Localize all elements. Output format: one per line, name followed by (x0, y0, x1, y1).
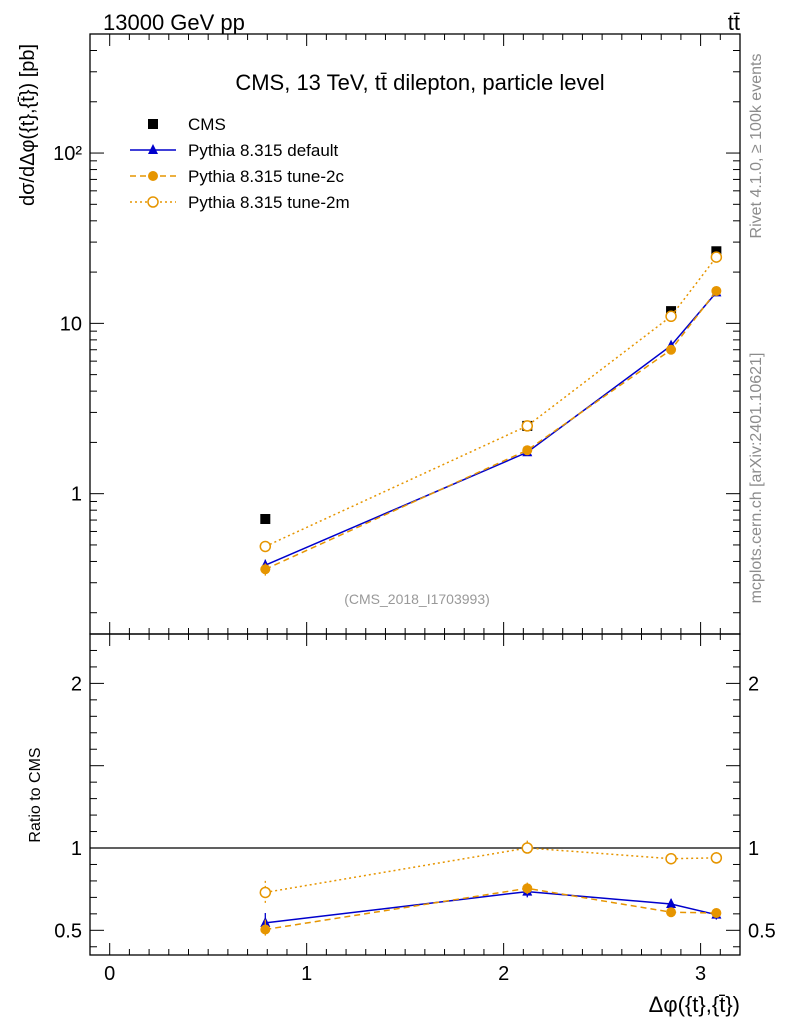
data-point (147, 196, 159, 208)
data-point (259, 540, 272, 553)
data-point (260, 514, 271, 525)
main-title: CMS, 13 TeV, tt̄ dilepton, particle leve… (235, 70, 604, 95)
main-series-line (264, 256, 717, 548)
mcplots-side-label: mcplots.cern.ch [arXiv:2401.10621] (748, 353, 765, 604)
data-point (521, 420, 534, 432)
data-point (260, 564, 271, 575)
data-point (666, 344, 677, 355)
data-point (148, 144, 158, 154)
ratio-y-tick-label: 1 (71, 838, 82, 860)
x-tick-label: 2 (498, 963, 509, 985)
x-tick-label: 1 (301, 963, 312, 985)
ratio-series-line (265, 887, 717, 931)
data-point (710, 251, 723, 263)
legend-label: Pythia 8.315 default (188, 141, 339, 160)
ratio-plot-frame (89, 633, 741, 956)
data-point (522, 883, 533, 894)
ratio-series-line (265, 847, 717, 894)
main-series-line (265, 291, 717, 566)
legend-label: Pythia 8.315 tune-2m (188, 193, 350, 212)
ratio-series-line (265, 890, 717, 924)
y-tick-label: 10 (60, 313, 82, 335)
data-point (148, 119, 158, 129)
main-y-axis-label: dσ/dΔφ({t},{t̄}) [pb] (17, 44, 39, 206)
data-point (521, 842, 534, 854)
ratio-y-axis-label: Ratio to CMS (27, 747, 44, 842)
ratio-y-tick-label-right: 2 (748, 673, 759, 695)
data-point (666, 897, 677, 908)
data-point (711, 285, 722, 296)
y-tick-label: 10² (53, 143, 82, 165)
watermark: (CMS_2018_I1703993) (344, 591, 490, 607)
y-tick-label: 1 (71, 484, 82, 506)
data-point (665, 310, 677, 323)
data-point (711, 908, 722, 919)
x-tick-label: 0 (104, 963, 115, 985)
data-point (665, 852, 677, 865)
data-point (666, 907, 677, 918)
ratio-y-tick-label: 0.5 (54, 920, 82, 942)
data-point (148, 171, 158, 181)
ratio-y-tick-label-right: 1 (748, 838, 759, 860)
header-right-label: tt̄ (728, 10, 740, 35)
x-tick-label: 3 (695, 963, 706, 985)
main-series-line (264, 290, 717, 570)
data-point (710, 852, 723, 864)
legend-label: CMS (188, 115, 226, 134)
ratio-y-tick-label: 2 (71, 673, 82, 695)
data-point (711, 246, 722, 257)
data-point (259, 886, 272, 899)
data-point (522, 445, 533, 456)
rivet-side-label: Rivet 4.1.0, ≥ 100k events (748, 54, 765, 239)
data-point (260, 924, 271, 935)
ratio-y-tick-label-right: 0.5 (748, 920, 776, 942)
header-left-label: 13000 GeV pp (103, 10, 245, 35)
x-axis-label: Δφ({t},{t̄}) (649, 992, 740, 1017)
legend-label: Pythia 8.315 tune-2c (188, 167, 344, 186)
